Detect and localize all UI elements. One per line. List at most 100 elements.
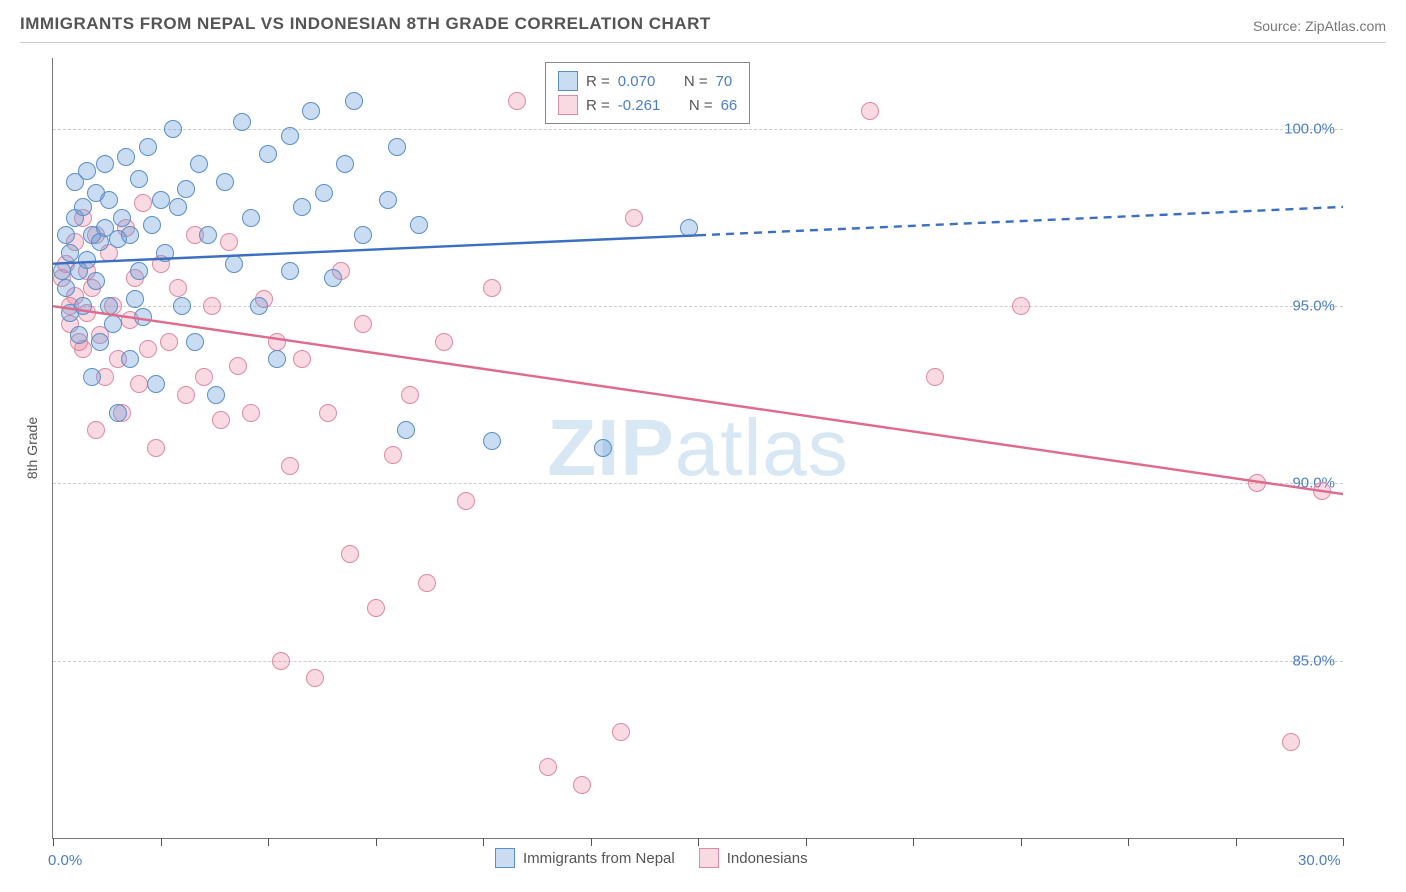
x-tick [483,838,484,846]
data-point [160,333,178,351]
data-point [315,184,333,202]
data-point [457,492,475,510]
x-max-label: 30.0% [1298,852,1341,869]
data-point [345,92,363,110]
data-point [216,173,234,191]
data-point [926,368,944,386]
x-tick [806,838,807,846]
data-point [680,219,698,237]
source-label: Source: ZipAtlas.com [1253,18,1386,34]
data-point [91,333,109,351]
watermark: ZIPatlas [547,402,848,494]
data-point [379,191,397,209]
bottom-legend-item: Immigrants from Nepal [495,848,675,868]
legend-n-label: N = [689,97,713,114]
data-point [164,120,182,138]
data-point [302,102,320,120]
data-point [177,386,195,404]
data-point [384,446,402,464]
title-underline [20,42,1386,43]
data-point [336,155,354,173]
legend-swatch [558,95,578,115]
data-point [70,326,88,344]
data-point [1282,733,1300,751]
data-point [612,723,630,741]
data-point [293,350,311,368]
data-point [190,155,208,173]
data-point [147,439,165,457]
data-point [152,191,170,209]
data-point [401,386,419,404]
data-point [367,599,385,617]
data-point [130,170,148,188]
y-tick-label: 100.0% [1284,120,1335,137]
data-point [121,350,139,368]
data-point [397,421,415,439]
x-tick [53,838,54,846]
bottom-legend-label: Indonesians [727,850,808,867]
data-point [203,297,221,315]
data-point [341,545,359,563]
x-tick [698,838,699,846]
data-point [220,233,238,251]
data-point [259,145,277,163]
legend-swatch [699,848,719,868]
x-tick [376,838,377,846]
data-point [319,404,337,422]
data-point [861,102,879,120]
data-point [147,375,165,393]
data-point [113,209,131,227]
series-legend: Immigrants from Nepal Indonesians [495,848,808,868]
data-point [199,226,217,244]
data-point [573,776,591,794]
data-point [229,357,247,375]
bottom-legend-label: Immigrants from Nepal [523,850,675,867]
data-point [508,92,526,110]
gridline [53,483,1343,484]
legend-r-label: R = [586,97,610,114]
data-point [483,279,501,297]
x-tick [268,838,269,846]
legend-r-label: R = [586,73,610,90]
data-point [354,226,372,244]
legend-swatch [495,848,515,868]
legend-r-value: 0.070 [618,73,656,90]
data-point [139,138,157,156]
data-point [242,404,260,422]
legend-n-value: 70 [716,73,733,90]
data-point [195,368,213,386]
data-point [268,350,286,368]
data-point [212,411,230,429]
data-point [324,269,342,287]
data-point [104,315,122,333]
data-point [354,315,372,333]
data-point [207,386,225,404]
data-point [186,333,204,351]
data-point [268,333,286,351]
data-point [281,457,299,475]
data-point [143,216,161,234]
x-tick [591,838,592,846]
data-point [250,297,268,315]
data-point [87,421,105,439]
data-point [74,297,92,315]
data-point [539,758,557,776]
data-point [293,198,311,216]
data-point [78,251,96,269]
data-point [74,198,92,216]
legend-n-label: N = [684,73,708,90]
data-point [87,272,105,290]
data-point [53,262,71,280]
y-axis-title: 8th Grade [24,417,40,479]
gridline [53,306,1343,307]
x-min-label: 0.0% [48,852,82,869]
data-point [121,226,139,244]
data-point [57,279,75,297]
data-point [233,113,251,131]
data-point [410,216,428,234]
data-point [625,209,643,227]
data-point [78,162,96,180]
data-point [96,155,114,173]
data-point [100,297,118,315]
y-tick-label: 95.0% [1292,298,1335,315]
